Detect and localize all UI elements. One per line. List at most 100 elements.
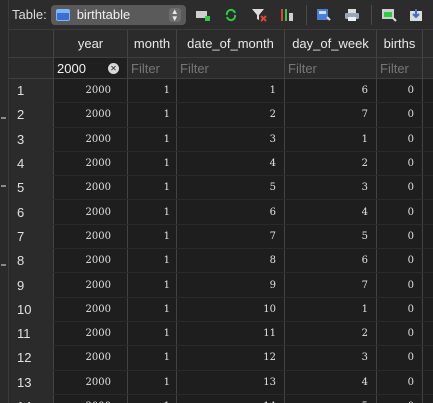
cell-day-of-week[interactable]: 3 (285, 176, 377, 200)
cell-births[interactable]: 0 (377, 200, 423, 224)
cell-year[interactable]: 2000 (54, 370, 128, 394)
table-row[interactable]: 1 2000 1 1 6 0 (9, 79, 433, 104)
row-number[interactable]: 1 (9, 79, 54, 103)
cell-year[interactable]: 2000 (54, 346, 128, 370)
save-table-button[interactable] (313, 5, 335, 25)
column-header-births[interactable]: births (377, 30, 423, 57)
cell-date-of-month[interactable]: 2 (177, 103, 285, 127)
date-of-month-filter-input[interactable]: Filter (177, 58, 285, 78)
cell-year[interactable]: 2000 (54, 273, 128, 297)
cell-day-of-week[interactable]: 6 (285, 79, 377, 103)
cell-births[interactable]: 0 (377, 224, 423, 249)
cell-month[interactable]: 1 (128, 224, 177, 249)
cell-year[interactable]: 2000 (54, 151, 128, 176)
table-row[interactable]: 7 2000 1 7 5 0 (9, 224, 433, 250)
cell-month[interactable]: 1 (128, 103, 177, 127)
column-header-month[interactable]: month (128, 30, 177, 57)
cell-births[interactable]: 0 (377, 249, 423, 273)
cell-day-of-week[interactable]: 4 (285, 370, 377, 394)
cell-month[interactable]: 1 (128, 370, 177, 394)
cell-births[interactable]: 0 (377, 273, 423, 297)
table-row[interactable]: 12 2000 1 12 3 0 (9, 346, 433, 371)
cell-month[interactable]: 1 (128, 321, 177, 346)
column-header-day-of-week[interactable]: day_of_week (285, 30, 377, 57)
cell-births[interactable]: 0 (377, 103, 423, 127)
new-record-button[interactable] (192, 5, 214, 25)
cell-month[interactable]: 1 (128, 394, 177, 403)
cell-day-of-week[interactable]: 6 (285, 249, 377, 273)
table-row[interactable]: 9 2000 1 9 7 0 (9, 273, 433, 298)
row-number[interactable]: 5 (9, 176, 54, 200)
cell-date-of-month[interactable]: 5 (177, 176, 285, 200)
column-header-year[interactable]: year (54, 30, 128, 57)
cell-month[interactable]: 1 (128, 79, 177, 103)
import-button[interactable] (406, 5, 428, 25)
cell-month[interactable]: 1 (128, 176, 177, 200)
cell-births[interactable]: 0 (377, 370, 423, 394)
cell-month[interactable]: 1 (128, 273, 177, 297)
cell-year[interactable]: 2000 (54, 394, 128, 403)
cell-month[interactable]: 1 (128, 346, 177, 370)
cell-births[interactable]: 0 (377, 176, 423, 200)
table-row[interactable]: 3 2000 1 3 1 0 (9, 127, 433, 152)
table-row[interactable]: 11 2000 1 11 2 0 (9, 321, 433, 347)
row-number[interactable]: 4 (9, 151, 54, 176)
cell-births[interactable]: 0 (377, 79, 423, 103)
table-row[interactable]: 8 2000 1 8 6 0 (9, 249, 433, 274)
row-number[interactable]: 12 (9, 346, 54, 370)
table-row[interactable]: 10 2000 1 10 1 0 (9, 297, 433, 322)
row-number[interactable]: 6 (9, 200, 54, 224)
cell-year[interactable]: 2000 (54, 224, 128, 249)
table-row[interactable]: 2 2000 1 2 7 0 (9, 103, 433, 128)
cell-date-of-month[interactable]: 4 (177, 151, 285, 176)
cell-births[interactable]: 0 (377, 321, 423, 346)
column-filter-button[interactable] (276, 5, 298, 25)
cell-year[interactable]: 2000 (54, 79, 128, 103)
cell-day-of-week[interactable]: 2 (285, 151, 377, 176)
clear-filter-icon[interactable]: ✕ (108, 63, 119, 74)
day-of-week-filter-input[interactable]: Filter (285, 58, 377, 78)
row-number[interactable]: 11 (9, 321, 54, 346)
month-filter-input[interactable]: Filter (128, 58, 177, 78)
cell-year[interactable]: 2000 (54, 103, 128, 127)
cell-month[interactable]: 1 (128, 297, 177, 321)
clear-filter-button[interactable] (248, 5, 270, 25)
cell-month[interactable]: 1 (128, 127, 177, 151)
cell-month[interactable]: 1 (128, 200, 177, 224)
cell-date-of-month[interactable]: 9 (177, 273, 285, 297)
cell-date-of-month[interactable]: 13 (177, 370, 285, 394)
cell-year[interactable]: 2000 (54, 321, 128, 346)
cell-births[interactable]: 0 (377, 297, 423, 321)
births-filter-input[interactable]: Filter (377, 58, 423, 78)
row-number[interactable]: 9 (9, 273, 54, 297)
column-header-date-of-month[interactable]: date_of_month (177, 30, 285, 57)
cell-day-of-week[interactable]: 3 (285, 346, 377, 370)
cell-year[interactable]: 2000 (54, 127, 128, 151)
refresh-button[interactable] (220, 5, 242, 25)
cell-date-of-month[interactable]: 11 (177, 321, 285, 346)
cell-month[interactable]: 1 (128, 151, 177, 176)
cell-births[interactable]: 0 (377, 151, 423, 176)
cell-day-of-week[interactable]: 2 (285, 321, 377, 346)
table-row[interactable]: 5 2000 1 5 3 0 (9, 176, 433, 201)
cell-year[interactable]: 2000 (54, 249, 128, 273)
cell-day-of-week[interactable]: 7 (285, 273, 377, 297)
cell-births[interactable]: 0 (377, 394, 423, 403)
cell-year[interactable]: 2000 (54, 176, 128, 200)
cell-date-of-month[interactable]: 7 (177, 224, 285, 249)
row-number[interactable]: 14 (9, 394, 54, 403)
table-row[interactable]: 13 2000 1 13 4 0 (9, 370, 433, 395)
cell-day-of-week[interactable]: 7 (285, 103, 377, 127)
cell-day-of-week[interactable]: 5 (285, 394, 377, 403)
table-select[interactable]: birthtable ▲ ▼ (50, 4, 186, 25)
table-row[interactable]: 4 2000 1 4 2 0 (9, 151, 433, 177)
row-number[interactable]: 2 (9, 103, 54, 127)
cell-date-of-month[interactable]: 3 (177, 127, 285, 151)
cell-year[interactable]: 2000 (54, 200, 128, 224)
row-number[interactable]: 7 (9, 224, 54, 249)
cell-date-of-month[interactable]: 10 (177, 297, 285, 321)
row-number[interactable]: 13 (9, 370, 54, 394)
cell-day-of-week[interactable]: 1 (285, 127, 377, 151)
cell-date-of-month[interactable]: 1 (177, 79, 285, 103)
cell-date-of-month[interactable]: 8 (177, 249, 285, 273)
